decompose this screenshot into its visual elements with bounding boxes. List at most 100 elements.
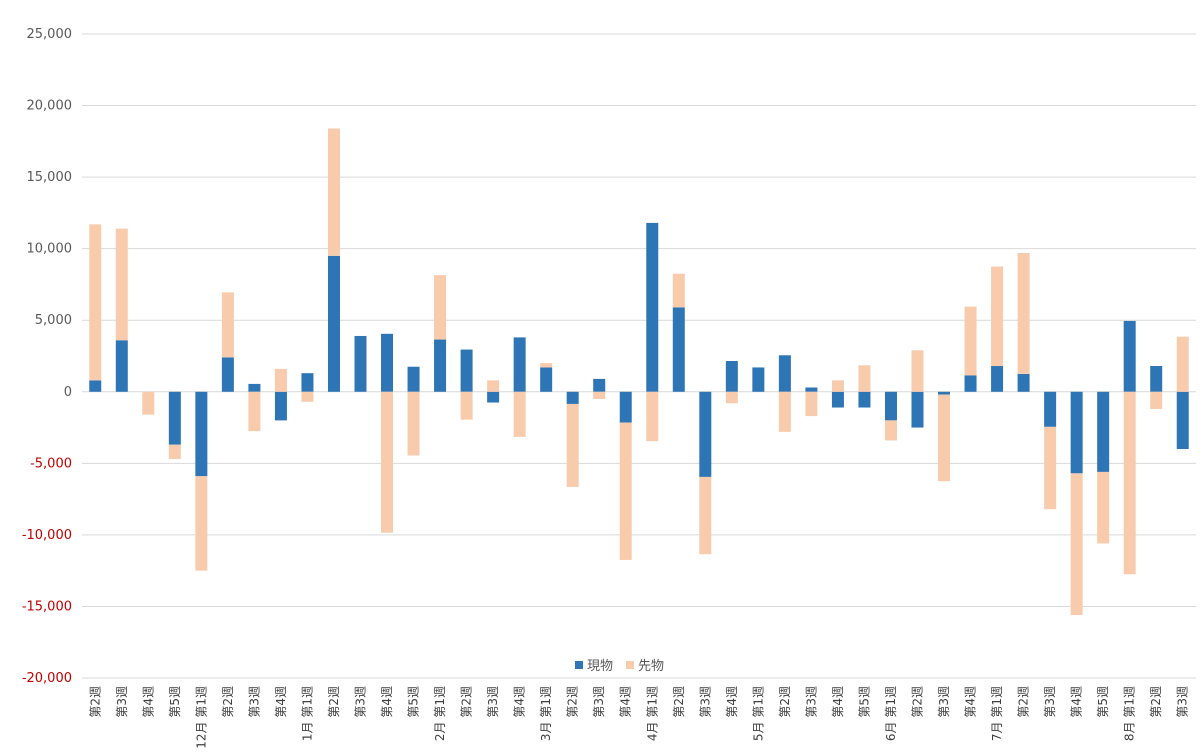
- bar-sakimono: [434, 275, 447, 340]
- x-tick-label: 2月 第1週: [433, 686, 447, 741]
- bar-sakimono: [831, 380, 844, 392]
- y-axis-ticks: -20,000 -15,000 -10,000 -5,000 0 5,000 10,000 1…: [22, 27, 72, 686]
- x-tick-label: 第4週: [380, 686, 394, 718]
- bar-genbutsu: [858, 391, 871, 408]
- x-tick-label: 5月 第1週: [751, 686, 765, 741]
- y-tick-label: -20,000: [22, 671, 72, 686]
- bar-genbutsu: [672, 307, 685, 392]
- bar-sakimono: [540, 363, 553, 368]
- bar-sakimono: [778, 391, 791, 432]
- bar-sakimono: [195, 476, 208, 571]
- bar-genbutsu: [646, 222, 659, 392]
- x-tick-label: 第2週: [327, 686, 341, 718]
- bar-sakimono: [1176, 336, 1189, 392]
- x-tick-label: 第3週: [354, 686, 368, 718]
- bar-sakimono: [1097, 471, 1110, 544]
- bar-genbutsu: [274, 391, 287, 421]
- x-tick-label: 第4週: [141, 686, 155, 718]
- bar-genbutsu: [327, 255, 340, 392]
- x-tick-label: 第4週: [513, 686, 527, 718]
- bar-genbutsu: [911, 391, 924, 428]
- bar-genbutsu: [619, 391, 632, 423]
- y-tick-label: 5,000: [35, 313, 72, 328]
- y-tick-label: -5,000: [30, 456, 72, 471]
- x-tick-label: 第3週: [247, 686, 261, 718]
- x-tick-label: 第2週: [1017, 686, 1031, 718]
- bar-genbutsu: [115, 340, 128, 392]
- bar-sakimono: [301, 391, 314, 402]
- bar-genbutsu: [487, 391, 500, 403]
- bar-genbutsu: [1176, 391, 1189, 450]
- bar-genbutsu: [964, 375, 977, 392]
- x-tick-label: 第2週: [1149, 686, 1163, 718]
- x-tick-label: 1月 第1週: [300, 686, 314, 741]
- x-tick-label: 第3週: [486, 686, 500, 718]
- bar-sakimono: [805, 391, 818, 417]
- y-tick-label: 20,000: [27, 99, 73, 114]
- bar-sakimono: [646, 391, 659, 442]
- x-tick-label: 第4週: [725, 686, 739, 718]
- x-tick-label: 第2週: [911, 686, 925, 718]
- y-tick-label: -15,000: [22, 599, 72, 614]
- x-tick-label: 第4週: [964, 686, 978, 718]
- bar-genbutsu: [1123, 320, 1136, 392]
- bar-sakimono: [115, 228, 128, 341]
- x-tick-label: 第3週: [592, 686, 606, 718]
- bar-sakimono: [725, 391, 738, 404]
- x-tick-label: 3月 第1週: [539, 686, 553, 741]
- bar-genbutsu: [1070, 391, 1083, 474]
- bar-genbutsu: [354, 335, 367, 392]
- bar-sakimono: [274, 368, 287, 392]
- bar-sakimono: [407, 391, 420, 456]
- bar-genbutsu: [831, 391, 844, 408]
- x-tick-label: 第2週: [88, 686, 102, 718]
- x-tick-label: 第5週: [1096, 686, 1110, 718]
- bar-sakimono: [593, 391, 606, 399]
- bar-genbutsu: [221, 357, 234, 392]
- bar-genbutsu: [1017, 373, 1030, 392]
- x-tick-label: 第4週: [1070, 686, 1084, 718]
- x-tick-label: 第2週: [460, 686, 474, 718]
- bar-genbutsu: [301, 373, 314, 392]
- legend-swatch-genbutsu: [575, 661, 583, 669]
- bar-sakimono: [699, 476, 712, 555]
- bar-genbutsu: [1044, 391, 1057, 427]
- bar-genbutsu: [381, 333, 394, 392]
- bar-sakimono: [964, 306, 977, 376]
- x-axis-labels: 第2週 第3週 第4週 第5週 12月 第1週 第2週 第3週 第4週 1月 第1週 第2週 第3週…: [88, 686, 1189, 749]
- legend-label-genbutsu: 現物: [587, 659, 613, 674]
- bar-sakimono: [1044, 426, 1057, 510]
- bar-genbutsu: [540, 367, 553, 392]
- x-tick-label: 第4週: [274, 686, 288, 718]
- bar-genbutsu: [1150, 366, 1163, 392]
- bar-genbutsu: [884, 391, 897, 421]
- bar-sakimono: [991, 266, 1004, 367]
- x-tick-label: 第3週: [115, 686, 129, 718]
- gridlines: [82, 33, 1196, 679]
- x-tick-label: 第4週: [619, 686, 633, 718]
- bar-sakimono: [168, 444, 181, 460]
- bar-genbutsu: [778, 355, 791, 392]
- bar-genbutsu: [566, 391, 579, 404]
- bar-genbutsu: [407, 366, 420, 392]
- x-tick-label: 第3週: [698, 686, 712, 718]
- bar-sakimono: [487, 380, 500, 392]
- x-tick-label: 第2週: [672, 686, 686, 718]
- bar-sakimono: [221, 292, 234, 358]
- bar-sakimono: [884, 420, 897, 441]
- bar-genbutsu: [752, 367, 765, 392]
- bar-sakimono: [619, 422, 632, 560]
- bar-sakimono: [142, 391, 155, 415]
- bar-genbutsu: [513, 337, 526, 392]
- bar-sakimono: [1070, 473, 1083, 616]
- x-tick-label: 第3週: [937, 686, 951, 718]
- x-tick-label: 6月 第1週: [884, 686, 898, 741]
- bar-sakimono: [381, 391, 394, 533]
- bar-sakimono: [911, 350, 924, 392]
- bar-genbutsu: [725, 361, 738, 392]
- bar-genbutsu: [89, 380, 102, 392]
- bar-genbutsu: [1097, 391, 1110, 472]
- bar-sakimono: [858, 365, 871, 392]
- x-tick-label: 第2週: [778, 686, 792, 718]
